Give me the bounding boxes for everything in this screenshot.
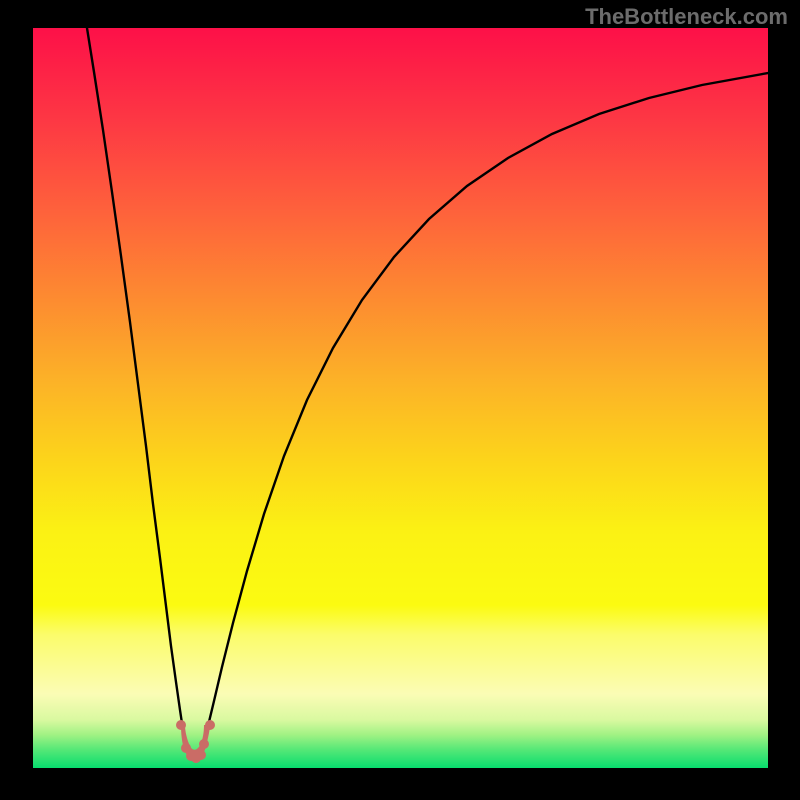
plot-area	[33, 28, 768, 768]
chart-container: TheBottleneck.com	[0, 0, 800, 800]
watermark-text: TheBottleneck.com	[585, 4, 788, 30]
chart-svg	[33, 28, 768, 768]
